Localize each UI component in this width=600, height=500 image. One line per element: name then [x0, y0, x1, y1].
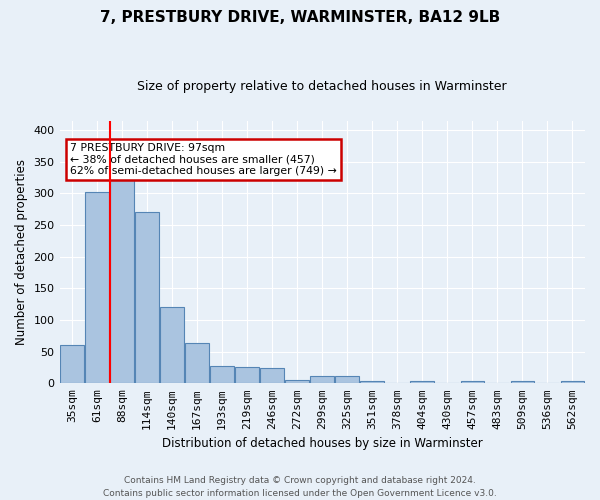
Bar: [335, 376, 359, 384]
Bar: [560, 382, 584, 384]
Bar: [410, 382, 434, 384]
Bar: [110, 174, 134, 384]
Bar: [210, 366, 234, 384]
Bar: [511, 382, 535, 384]
Bar: [461, 382, 484, 384]
Text: Contains HM Land Registry data © Crown copyright and database right 2024.
Contai: Contains HM Land Registry data © Crown c…: [103, 476, 497, 498]
Bar: [185, 344, 209, 384]
Y-axis label: Number of detached properties: Number of detached properties: [15, 159, 28, 345]
Text: 7, PRESTBURY DRIVE, WARMINSTER, BA12 9LB: 7, PRESTBURY DRIVE, WARMINSTER, BA12 9LB: [100, 10, 500, 25]
Bar: [260, 368, 284, 384]
Bar: [160, 308, 184, 384]
Bar: [235, 368, 259, 384]
Text: 7 PRESTBURY DRIVE: 97sqm
← 38% of detached houses are smaller (457)
62% of semi-: 7 PRESTBURY DRIVE: 97sqm ← 38% of detach…: [70, 143, 337, 176]
Bar: [286, 380, 309, 384]
Bar: [85, 192, 109, 384]
Title: Size of property relative to detached houses in Warminster: Size of property relative to detached ho…: [137, 80, 507, 93]
Bar: [310, 376, 334, 384]
Bar: [361, 381, 384, 384]
X-axis label: Distribution of detached houses by size in Warminster: Distribution of detached houses by size …: [162, 437, 482, 450]
Bar: [135, 212, 159, 384]
Bar: [60, 346, 84, 384]
